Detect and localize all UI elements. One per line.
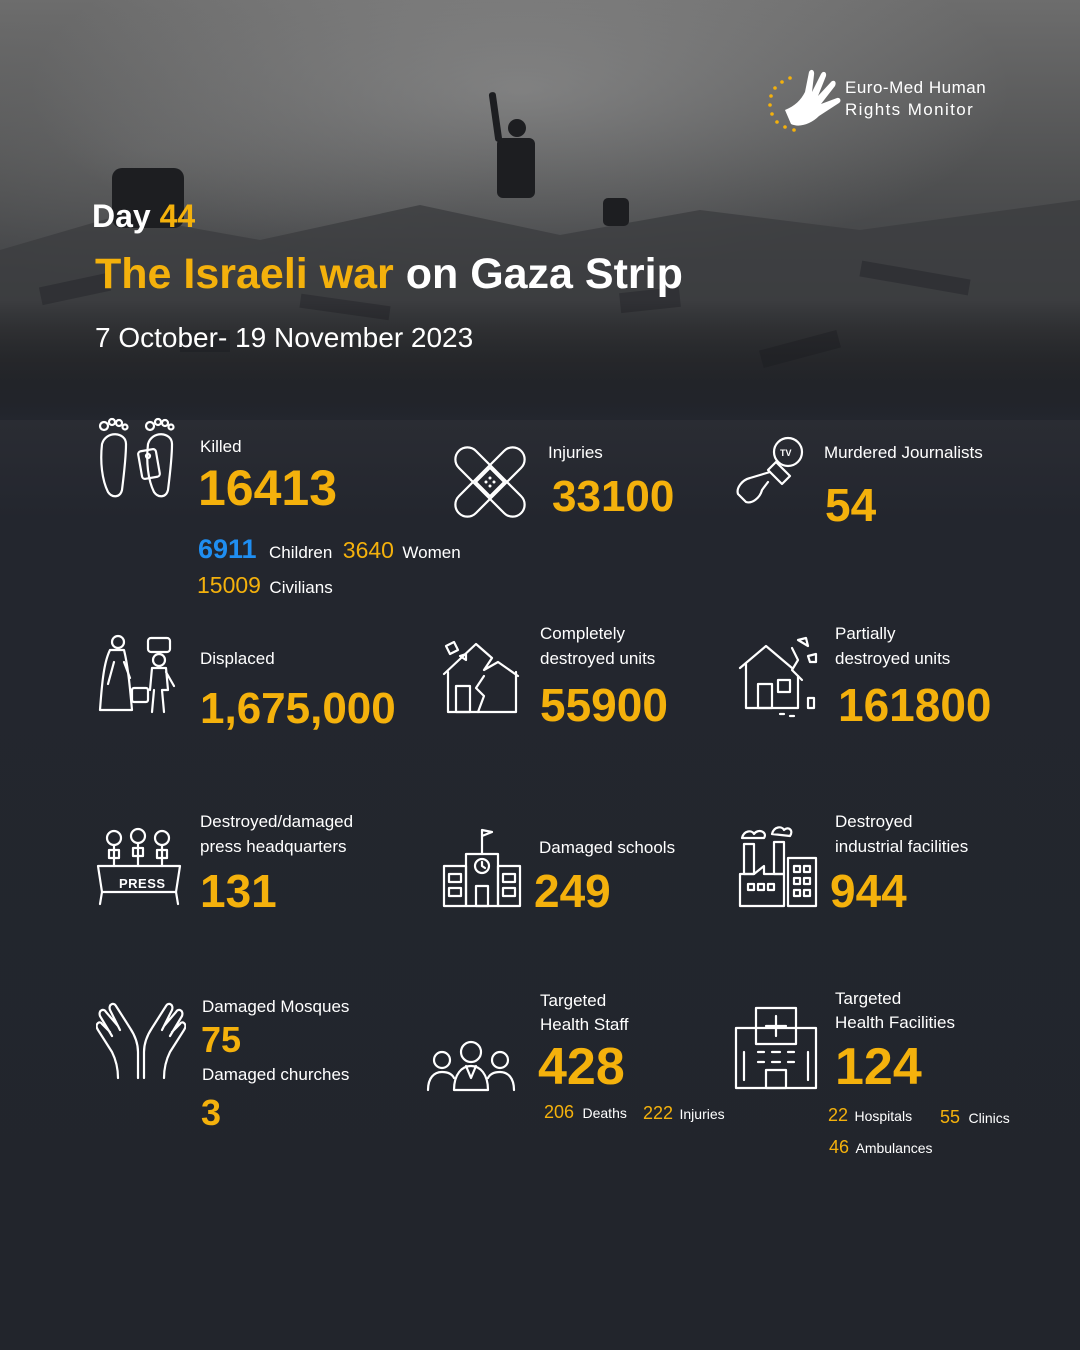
health-staff-label-line2: Health Staff (540, 1015, 629, 1034)
praying-hands-icon (96, 1002, 186, 1080)
logo-line2: Rights Monitor (845, 100, 975, 119)
displaced-value: 1,675,000 (200, 684, 396, 733)
journalists-value: 54 (825, 479, 877, 531)
women-label: Women (402, 543, 461, 562)
civilians-label: Civilians (269, 578, 333, 597)
industrial-label-line2: industrial facilities (835, 837, 969, 856)
civilians-value: 15009 (197, 572, 261, 598)
logo-text: Euro-Med Human Rights Monitor (845, 77, 986, 121)
industrial-label-line1: Destroyed (835, 812, 913, 831)
completely-destroyed-value: 55900 (540, 679, 668, 731)
ambulances-value: 46 (829, 1137, 850, 1157)
deaths-label: Deaths (582, 1105, 627, 1121)
killed-value: 16413 (198, 460, 338, 516)
journalists-label: Murdered Journalists (824, 443, 983, 462)
press-hq-value: 131 (200, 865, 277, 917)
press-podium-icon (96, 827, 182, 906)
displaced-family-icon (98, 634, 176, 714)
date-range: 7 October- 19 November 2023 (95, 322, 474, 353)
page-title: The Israeli war on Gaza Strip (95, 248, 683, 300)
displaced-label: Displaced (200, 649, 275, 668)
press-hq-label: Destroyed/damaged press headquarters (200, 809, 353, 859)
completely-destroyed-label-line1: Completely (540, 624, 626, 643)
injuries-value: 33100 (552, 472, 675, 521)
industrial-label: Destroyed industrial facilities (835, 809, 968, 859)
partially-destroyed-label-line1: Partially (835, 624, 896, 643)
background-rubble-scene (0, 92, 1080, 420)
health-staff-deaths: 206 Deaths (544, 1102, 627, 1123)
mosques-value: 75 (201, 1019, 242, 1060)
health-facilities-label: Targeted Health Facilities (835, 987, 955, 1035)
injuries-label: Injuries (548, 443, 603, 462)
industrial-value: 944 (830, 865, 907, 917)
bandage-icon (454, 446, 526, 518)
hospitals-count: 22 Hospitals (828, 1105, 912, 1126)
killed-breakdown-row1: 6911 Children 3640 Women (198, 534, 461, 565)
figure-silhouette (112, 92, 629, 228)
logo-line1: Euro-Med Human (845, 78, 987, 97)
children-value: 6911 (198, 534, 257, 564)
schools-value: 249 (534, 865, 611, 917)
partially-destroyed-label-line2: destroyed units (835, 649, 951, 668)
ambulances-count: 46 Ambulances (829, 1137, 933, 1158)
killed-label: Killed (200, 437, 242, 456)
hospitals-label: Hospitals (854, 1108, 913, 1124)
health-facilities-label-line1: Targeted (835, 989, 902, 1008)
svg-text:TV: TV (780, 448, 792, 458)
health-staff-label-line1: Targeted (540, 991, 607, 1010)
churches-value: 3 (201, 1092, 222, 1133)
day-label: Day (92, 198, 151, 234)
clinics-value: 55 (940, 1107, 961, 1127)
press-hq-label-line2: press headquarters (200, 837, 347, 856)
completely-destroyed-label: Completely destroyed units (540, 621, 655, 671)
school-building-icon (442, 828, 522, 908)
day-number: 44 (159, 198, 196, 234)
feet-tag-icon (98, 417, 175, 498)
children-label: Children (269, 543, 333, 562)
press-hq-label-line1: Destroyed/damaged (200, 812, 354, 831)
journalist-microphone-icon: TV (736, 436, 804, 504)
title-part2: on Gaza Strip (405, 250, 683, 298)
ambulances-label: Ambulances (855, 1140, 933, 1156)
health-staff-value: 428 (538, 1038, 625, 1096)
title-part1: The Israeli war (95, 250, 394, 298)
hospital-icon (734, 1006, 818, 1090)
schools-label: Damaged schools (539, 838, 676, 857)
health-staff-injuries: 222 Injuries (643, 1103, 725, 1124)
health-facilities-value: 124 (835, 1038, 922, 1096)
completely-destroyed-label-line2: destroyed units (540, 649, 656, 668)
killed-breakdown-row2: 15009 Civilians (197, 572, 333, 599)
factory-icon (738, 826, 818, 908)
partially-destroyed-label: Partially destroyed units (835, 621, 950, 671)
press-icon-text: PRESS (119, 876, 166, 891)
clinics-label: Clinics (968, 1110, 1010, 1126)
mosques-label: Damaged Mosques (202, 997, 350, 1016)
partially-destroyed-value: 161800 (838, 679, 992, 731)
health-staff-group-icon (426, 1040, 516, 1092)
destroyed-house-icon (442, 640, 520, 714)
clinics-count: 55 Clinics (940, 1107, 1010, 1128)
dove-hand-logo-icon (768, 69, 841, 132)
hospitals-value: 22 (828, 1105, 849, 1125)
health-facilities-label-line2: Health Facilities (835, 1013, 955, 1032)
staff-injuries-value: 222 (643, 1103, 674, 1123)
women-value: 3640 (342, 537, 394, 563)
deaths-value: 206 (544, 1102, 575, 1122)
health-staff-label: Targeted Health Staff (540, 989, 629, 1037)
staff-injuries-label: Injuries (679, 1106, 725, 1122)
cracked-house-icon (738, 636, 818, 718)
day-heading: Day 44 (92, 196, 195, 236)
churches-label: Damaged churches (202, 1065, 350, 1084)
